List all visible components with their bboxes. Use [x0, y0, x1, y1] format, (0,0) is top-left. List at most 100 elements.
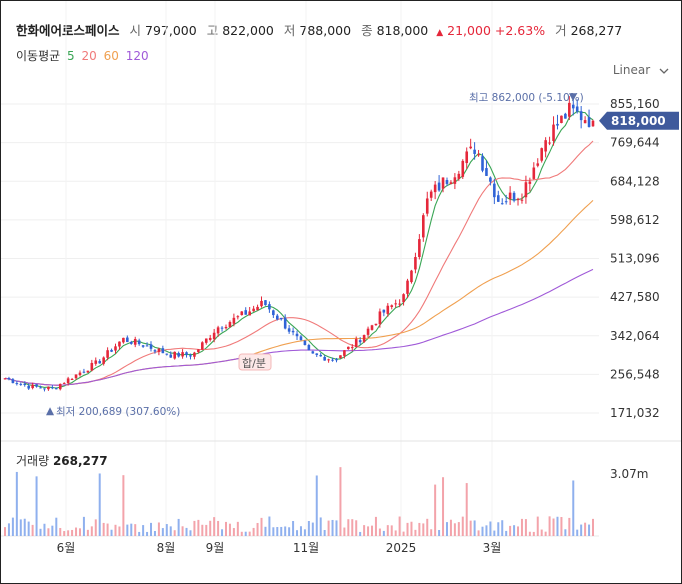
volume-bar — [224, 521, 227, 536]
volume-bar — [339, 467, 342, 536]
volume-bar — [236, 521, 239, 536]
current-price-tag: 818,000 — [599, 111, 679, 130]
volume-bar — [244, 531, 247, 536]
candle-body — [86, 370, 90, 373]
volume-bar — [485, 525, 488, 536]
candle-body — [441, 177, 445, 189]
candle-body — [169, 354, 173, 358]
candle-body — [129, 341, 133, 344]
volume-bar — [296, 530, 299, 536]
candle-body — [23, 383, 27, 386]
candle-body — [433, 184, 437, 193]
moving-average-legend[interactable]: 이동평균 5 20 60 120 — [16, 47, 152, 64]
volume-bar — [221, 529, 224, 536]
ma-5-label: 5 — [67, 49, 75, 63]
candle-body — [58, 383, 62, 390]
candle-body — [366, 328, 370, 335]
volume-bar — [513, 525, 516, 536]
volume-pane-label: 거래량 268,277 — [16, 452, 108, 469]
event-marker[interactable]: 합/분 — [238, 353, 272, 371]
volume-bar — [588, 524, 591, 536]
volume-bar — [442, 477, 445, 536]
volume-bar — [272, 527, 275, 536]
volume-bar — [311, 522, 314, 536]
volume-bar — [177, 518, 180, 536]
candle-body — [82, 371, 86, 373]
volume-bar — [126, 524, 129, 536]
candle-body — [212, 332, 216, 340]
volume-bar — [505, 530, 508, 536]
volume-bar — [564, 529, 567, 536]
volume-bar — [161, 528, 164, 536]
candle-body — [453, 177, 457, 184]
volume-bar — [55, 517, 58, 536]
volume-bar — [51, 525, 54, 536]
volume-bar — [106, 523, 109, 536]
volume-bar — [434, 484, 437, 536]
y-tick-label: 684,128 — [610, 174, 660, 188]
candle-body — [118, 341, 121, 347]
candle-body — [496, 195, 500, 202]
volume-bar — [268, 516, 271, 536]
candle-body — [122, 337, 125, 343]
volume-bar — [473, 520, 476, 536]
volume-bar — [520, 518, 523, 536]
volume-bar — [35, 476, 38, 536]
volume-bar — [150, 522, 153, 536]
ma-60-line — [4, 200, 594, 386]
candle-body — [398, 303, 401, 305]
volume-bar — [110, 529, 113, 536]
candle-body — [283, 317, 287, 329]
volume-bar — [307, 521, 310, 536]
candle-body — [248, 311, 251, 316]
candle-body — [358, 340, 362, 343]
candle-body — [256, 306, 259, 311]
candle-body — [524, 182, 528, 198]
candle-body — [386, 305, 390, 314]
volume-bar — [402, 531, 405, 536]
candle-body — [133, 338, 137, 345]
candle-body — [279, 317, 283, 320]
volume-bar — [572, 480, 575, 536]
candle-body — [394, 303, 397, 305]
volume-bar — [453, 523, 456, 536]
candle-body — [508, 192, 512, 199]
volume-bar — [209, 520, 212, 536]
stock-name: 한화에어로스페이스 — [16, 23, 120, 38]
volume-bar — [165, 524, 168, 536]
ma-5-line — [4, 110, 594, 389]
volume-bar — [264, 526, 267, 536]
volume-bar — [548, 516, 551, 536]
y-tick-label: 513,096 — [610, 252, 660, 266]
volume-bar — [592, 518, 594, 536]
scale-selector[interactable]: Linear — [613, 63, 669, 77]
volume-bar — [86, 529, 89, 536]
high-annotation-text: 최고 862,000 (-5.10%) — [469, 92, 584, 104]
volume-bar — [138, 531, 141, 536]
candle-body — [544, 140, 547, 152]
volume-bar — [449, 519, 452, 536]
volume-bar — [82, 516, 85, 536]
volume-bar — [378, 528, 381, 536]
up-arrow-icon: ▲ — [436, 28, 444, 38]
volume-bar — [276, 527, 279, 536]
candle-body — [406, 280, 409, 294]
volume-bar — [576, 529, 579, 536]
volume-bar — [509, 525, 512, 536]
volume-bar — [134, 524, 137, 536]
y-tick-label: 342,064 — [610, 329, 660, 343]
volume-bar — [205, 524, 208, 536]
volume-bar — [430, 529, 433, 536]
volume-bar — [256, 522, 259, 536]
volume-bar — [315, 475, 318, 536]
volume-bar — [252, 527, 255, 536]
volume-bar — [327, 520, 330, 536]
volume-bar — [78, 528, 81, 536]
high-annotation: 최고 862,000 (-5.10%) ▼ — [469, 91, 584, 104]
candle-body — [31, 384, 34, 389]
volume-bar — [469, 520, 472, 536]
ma-20-label: 20 — [81, 49, 97, 63]
candle-body — [201, 342, 204, 350]
